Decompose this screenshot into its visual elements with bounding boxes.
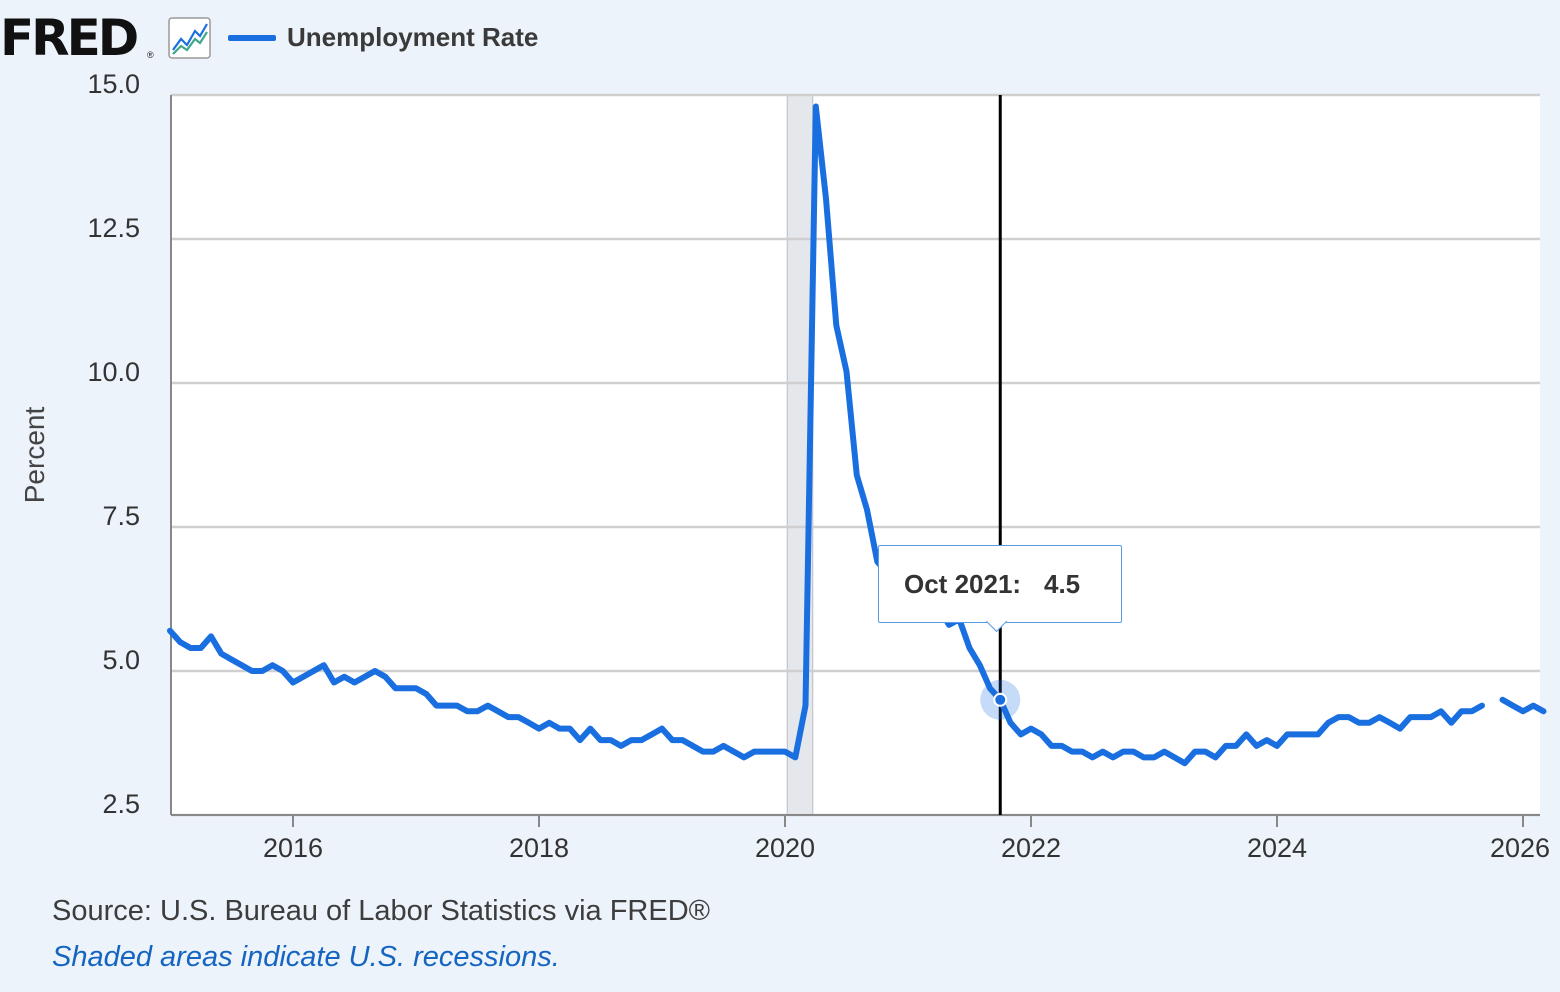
fred-logo-registered-mark: ® — [147, 50, 154, 60]
x-tick-label-0: 2016 — [263, 833, 323, 863]
recession-note: Shaded areas indicate U.S. recessions. — [52, 941, 560, 973]
y-tick-label-1: 12.5 — [87, 213, 140, 243]
x-axis: 2016 2018 2020 2022 2024 2026 — [171, 814, 1550, 863]
fred-logo[interactable]: FRED — [0, 9, 139, 67]
line-chart[interactable]: 15.012.510.07.55.02.5 2016 2018 2020 2022 20… — [0, 0, 1560, 880]
source-note[interactable]: Source: U.S. Bureau of Labor Statistics … — [52, 895, 711, 927]
series-line-segment-1[interactable] — [1499, 696, 1547, 715]
line-chart-icon[interactable] — [168, 17, 211, 59]
tooltip-value: 4.5 — [1044, 569, 1081, 599]
tooltip: Oct 2021: 4.5 — [878, 545, 1122, 633]
legend-label[interactable]: Unemployment Rate — [287, 22, 539, 52]
x-tick-label-1: 2018 — [509, 833, 569, 863]
tooltip-content: Oct 2021: 4.5 — [896, 559, 1102, 607]
y-axis: 15.0 12.5 10.0 7.5 5.0 2.5 — [87, 69, 172, 819]
y-tick-label-5: 2.5 — [102, 789, 140, 819]
x-tick-label-3: 2022 — [1001, 833, 1061, 863]
x-tick-label-5: 2026 — [1490, 833, 1550, 863]
y-tick-label-2: 10.0 — [87, 357, 140, 387]
x-tick-label-4: 2024 — [1247, 833, 1307, 863]
y-tick-label-0: 15.0 — [87, 69, 140, 99]
x-tick-label-2: 2020 — [755, 833, 815, 863]
y-tick-label-4: 5.0 — [102, 645, 140, 675]
legend-swatch-unemployment-rate — [228, 35, 276, 41]
highlight-marker[interactable] — [993, 692, 1008, 707]
y-axis-label: Percent — [19, 407, 50, 504]
tooltip-date: Oct 2021: — [904, 569, 1022, 599]
chart-header: FRED ® Unemployment Rate — [0, 0, 1560, 80]
series-line-segment-0[interactable] — [167, 103, 1485, 767]
y-tick-label-3: 7.5 — [102, 501, 140, 531]
highlight-point[interactable] — [980, 679, 1021, 720]
series-unemployment-rate[interactable] — [167, 103, 1547, 767]
